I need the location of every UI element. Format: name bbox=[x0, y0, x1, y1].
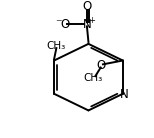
Text: CH₃: CH₃ bbox=[83, 73, 103, 83]
Text: +: + bbox=[88, 16, 95, 25]
Text: N: N bbox=[120, 88, 128, 101]
Text: N: N bbox=[83, 18, 91, 30]
Text: ⁻: ⁻ bbox=[55, 17, 62, 30]
Text: O: O bbox=[60, 18, 69, 30]
Text: O: O bbox=[82, 0, 91, 13]
Text: CH₃: CH₃ bbox=[47, 41, 66, 51]
Text: O: O bbox=[96, 59, 105, 72]
